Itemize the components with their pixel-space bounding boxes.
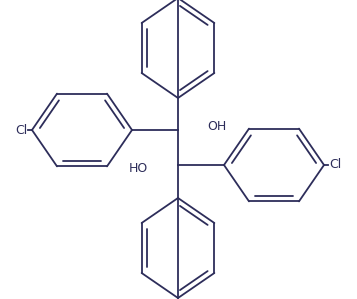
Text: Cl: Cl (15, 123, 27, 137)
Text: OH: OH (207, 120, 226, 132)
Text: HO: HO (129, 162, 148, 176)
Text: Cl: Cl (329, 158, 341, 172)
